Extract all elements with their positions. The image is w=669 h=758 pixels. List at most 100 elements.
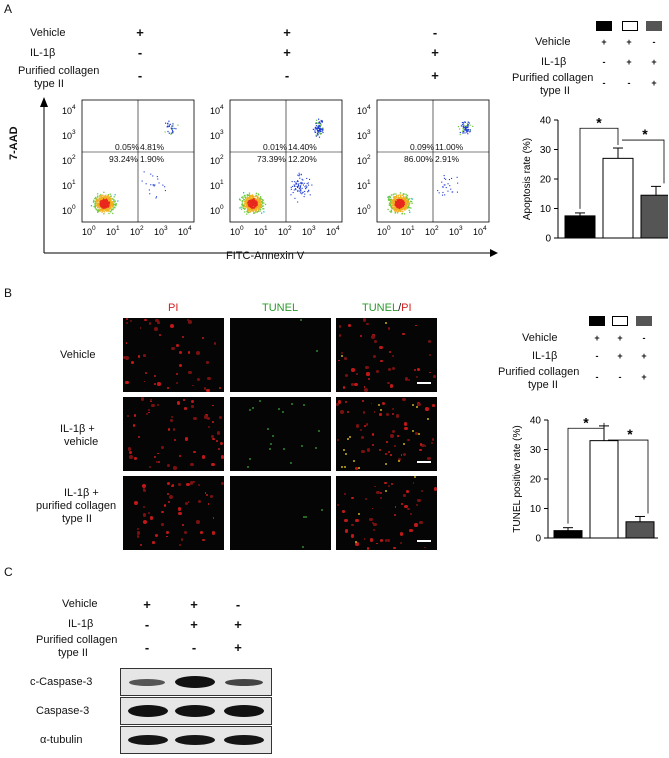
flow-event <box>103 199 105 201</box>
pi-stained-cell <box>421 489 424 493</box>
pi-stained-cell <box>344 373 349 378</box>
flow-event <box>468 122 470 124</box>
flow-event <box>314 131 317 133</box>
flow-event <box>295 182 297 184</box>
pi-stained-cell <box>206 361 209 364</box>
blot-c-caspase3 <box>120 668 272 696</box>
flow-event <box>258 200 261 202</box>
flow-event <box>316 127 318 129</box>
flow-event <box>109 193 111 195</box>
flow-event <box>301 187 303 189</box>
pi-stained-cell <box>415 432 419 435</box>
flow-event <box>244 201 247 203</box>
flow-event <box>109 208 111 210</box>
pi-stained-cell <box>128 450 132 454</box>
flow-event <box>253 206 255 209</box>
flow-event <box>294 188 296 190</box>
tunel-stained-cell <box>416 405 419 408</box>
flow-event <box>404 198 406 201</box>
flow-event <box>109 202 111 204</box>
flow-event <box>396 202 399 205</box>
sign-c-il-3: + <box>234 617 242 632</box>
pi-stained-cell <box>362 318 367 323</box>
pi-stained-cell <box>432 404 435 407</box>
tunel-stained-cell <box>249 457 252 460</box>
significance-star-2: * <box>627 426 633 442</box>
flow-event <box>308 184 310 186</box>
apoptosis-rate-chart: Apoptosis rate (%) 0 10 20 30 40 * * <box>522 114 668 245</box>
flow-event <box>249 206 251 208</box>
flow-event <box>260 204 262 206</box>
flow-event <box>393 203 395 205</box>
pi-stained-cell <box>125 318 129 321</box>
flow-event <box>108 202 111 204</box>
pi-stained-cell <box>210 495 213 498</box>
flow-event <box>297 184 299 186</box>
legend-b-collagen-1: Purified collagen <box>498 366 580 378</box>
flow-event <box>97 211 99 213</box>
bar-chart-y-tick-label: 10 <box>530 504 542 515</box>
flow-event <box>112 212 114 215</box>
flow-event <box>105 209 108 211</box>
flow-event <box>101 204 103 206</box>
il1b-label-a: IL-1β <box>30 47 56 59</box>
tunel-stained-cell <box>343 465 346 468</box>
flow-event <box>110 201 113 203</box>
flow-event <box>316 126 319 128</box>
flow-event <box>164 186 166 188</box>
flow-x-tick-exp: 1 <box>264 225 268 232</box>
flow-event <box>407 198 410 200</box>
flow-event <box>243 199 245 201</box>
flow-event <box>393 204 395 206</box>
flow-event <box>255 204 257 206</box>
flow-event <box>401 201 403 203</box>
flow-event <box>401 207 404 209</box>
flow-event <box>320 119 322 122</box>
flow-event <box>261 202 264 204</box>
legend-b-il1b-box <box>612 316 628 326</box>
flow-event <box>294 185 296 187</box>
flow-event <box>322 128 324 130</box>
flow-event <box>251 209 253 211</box>
pi-stained-cell <box>356 373 358 375</box>
pi-stained-cell <box>391 483 394 485</box>
tunel-stained-cell <box>303 516 306 519</box>
tunel-stained-cell <box>340 465 343 468</box>
pi-stained-cell <box>428 354 431 357</box>
flow-event <box>393 202 395 205</box>
quadrant-ur-percent: 4.81% <box>140 142 165 152</box>
flow-event <box>240 208 243 210</box>
flow-y-tick-exp: 1 <box>220 179 224 186</box>
flow-event <box>114 206 116 208</box>
flow-event <box>438 192 440 194</box>
flow-event <box>404 197 406 200</box>
flow-event <box>402 195 404 197</box>
flow-event <box>315 125 317 127</box>
tunel-stained-cell <box>385 463 387 465</box>
flow-event <box>102 194 104 196</box>
flow-event <box>241 196 243 199</box>
legend-b-collagen-2: type II <box>528 379 558 391</box>
flow-event <box>244 202 246 205</box>
flow-event <box>107 194 109 196</box>
flow-event <box>249 211 251 213</box>
flow-event <box>256 207 258 209</box>
flow-event <box>248 203 250 206</box>
flow-event <box>238 198 241 200</box>
flow-event <box>256 211 258 213</box>
flow-event <box>150 184 152 186</box>
blot-label-tubulin: α-tubulin <box>40 734 83 746</box>
flow-event <box>241 204 243 206</box>
flow-event <box>449 185 451 187</box>
flow-event <box>319 122 321 124</box>
flow-event <box>109 198 111 201</box>
flow-event <box>402 208 404 210</box>
flow-event <box>462 128 464 130</box>
pi-stained-cell <box>380 539 384 543</box>
tunel-stained-cell <box>340 354 343 357</box>
flow-event <box>442 186 444 188</box>
tunel-stained-cell <box>427 417 430 420</box>
flow-event <box>395 193 397 195</box>
flow-event <box>299 187 301 189</box>
flow-event <box>261 203 263 205</box>
